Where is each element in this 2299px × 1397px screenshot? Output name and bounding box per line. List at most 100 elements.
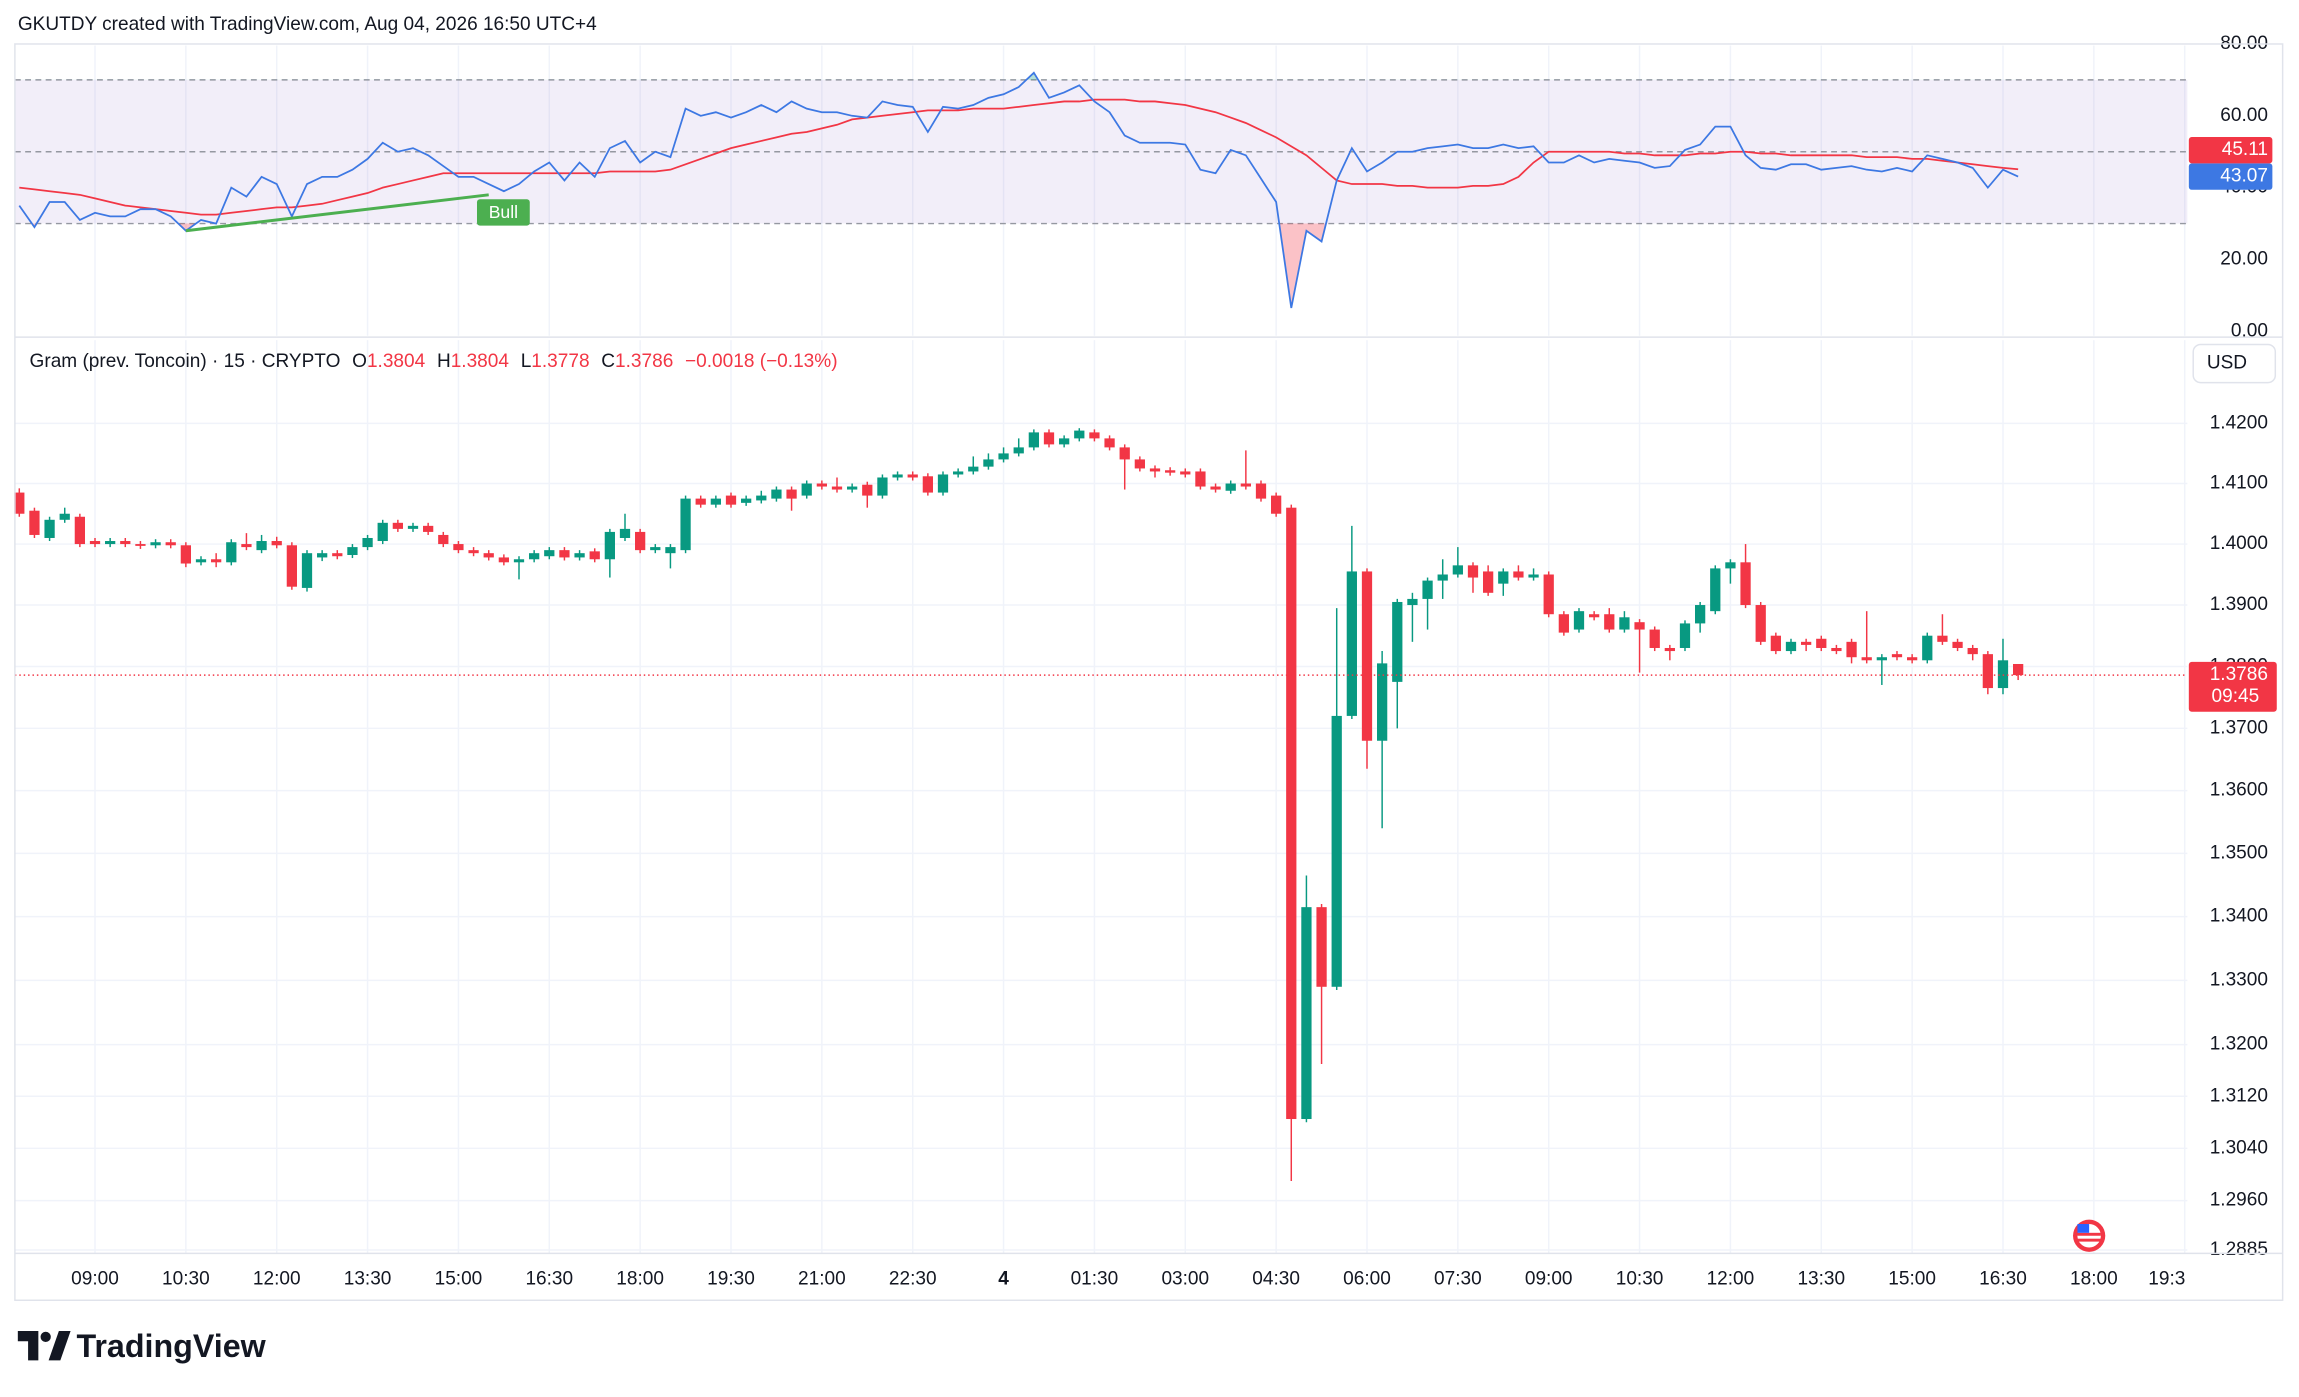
x-tick-label: 19:3 <box>2148 1269 2185 1290</box>
candle-body <box>1528 574 1539 578</box>
candle-body <box>1225 483 1236 491</box>
candle-body <box>1664 647 1675 652</box>
candle-body <box>1513 571 1524 578</box>
legend-h-label: H <box>437 351 451 372</box>
grid-layer <box>14 45 2188 1254</box>
candle-body <box>1134 459 1145 469</box>
candle-body <box>937 474 949 493</box>
candle-body <box>1043 432 1055 445</box>
legend-h: 1.3804 <box>451 351 510 372</box>
last-price-badge <box>2188 661 2277 712</box>
candle-body <box>29 510 40 535</box>
y-tick-label: 1.3400 <box>2210 906 2268 927</box>
candle-body <box>423 525 434 532</box>
x-tick-label: 10:30 <box>1616 1269 1664 1290</box>
y-tick-label: 1.4000 <box>2210 533 2268 554</box>
x-tick-label: 15:00 <box>1888 1269 1936 1290</box>
candle-body <box>332 553 343 557</box>
candle-body <box>1861 657 1872 661</box>
candle-body <box>1679 623 1691 648</box>
x-tick-label: 03:00 <box>1161 1269 1209 1290</box>
candle-body <box>1240 483 1251 487</box>
candle-body <box>1392 601 1403 682</box>
candle-body <box>847 486 858 490</box>
y-tick-label: 1.3120 <box>2210 1085 2268 1106</box>
candle-body <box>1301 907 1312 1120</box>
divergence-line <box>185 193 489 233</box>
candle-body <box>165 542 176 546</box>
candle-body <box>529 553 540 560</box>
flag-icon <box>2073 1219 2106 1252</box>
candle-body <box>1210 486 1221 490</box>
rsi-value-label: 43.07 <box>2220 166 2268 187</box>
candle-body <box>1422 580 1433 599</box>
y-tick-label: 1.3300 <box>2210 969 2268 990</box>
candle-body <box>150 542 161 546</box>
y-tick-label: 1.3700 <box>2210 717 2268 738</box>
candle-body <box>241 544 252 548</box>
candle-body <box>877 477 888 496</box>
candle-body <box>1801 641 1812 645</box>
candle-body <box>1770 635 1781 652</box>
candle-body <box>1876 657 1887 661</box>
candle-body <box>135 544 146 546</box>
x-tick-label: 18:00 <box>616 1269 664 1290</box>
brand-logo <box>17 1331 71 1361</box>
candle-body <box>710 498 721 505</box>
brand: TradingView <box>76 1328 266 1364</box>
currency: USD <box>2207 353 2247 374</box>
candle-body <box>922 476 933 493</box>
rsi-ma-line <box>19 98 2019 216</box>
candle-body <box>786 489 797 499</box>
candle-body <box>1013 447 1024 454</box>
divergence-label: Bull <box>489 202 518 222</box>
candle-body <box>1543 574 1554 615</box>
candle-body <box>392 522 403 529</box>
legend-c-label: C <box>601 351 615 372</box>
candle-body <box>1271 495 1282 514</box>
candle-body <box>907 474 918 478</box>
y-tick-label: 1.3500 <box>2210 842 2268 863</box>
candle-body <box>544 550 555 557</box>
x-tick-label: 09:00 <box>71 1269 119 1290</box>
candle-body <box>801 483 812 496</box>
candle-body <box>1831 647 1842 652</box>
candle-body <box>1452 565 1463 575</box>
candle-body <box>968 466 979 472</box>
y-tick-label: 1.4100 <box>2210 473 2268 494</box>
legend-o-label: O <box>352 351 367 372</box>
candle-body <box>1074 430 1085 439</box>
candle-body <box>1316 907 1327 987</box>
countdown: 09:45 <box>2212 686 2260 707</box>
candle-body <box>1059 438 1070 445</box>
x-tick-label: 19:30 <box>707 1269 755 1290</box>
candle-body <box>211 559 222 563</box>
candle-body <box>1331 715 1342 987</box>
candle-body <box>1498 571 1509 584</box>
candle-body <box>498 557 509 563</box>
candle-body <box>756 495 767 501</box>
x-tick-label: 12:00 <box>1707 1269 1755 1290</box>
candle-body <box>831 486 843 490</box>
rsi-value-badge <box>2188 163 2273 190</box>
legend-change: −0.0018 (−0.13%) <box>685 351 838 372</box>
x-tick-label: 4 <box>998 1269 1009 1290</box>
candle-body <box>377 522 388 542</box>
candle-body <box>680 498 691 551</box>
candle-body <box>635 531 646 551</box>
x-tick-label: 22:30 <box>889 1269 937 1290</box>
candle-body <box>453 544 464 551</box>
candle-body <box>468 550 479 554</box>
candle-body <box>559 550 570 558</box>
currency-box[interactable] <box>2192 343 2277 384</box>
y-tick-label: 1.3600 <box>2210 780 2268 801</box>
candle-body <box>1286 507 1297 1120</box>
candle-body <box>407 525 419 529</box>
x-tick-label: 16:30 <box>1979 1269 2027 1290</box>
candle-body <box>347 547 358 556</box>
candle-body <box>1725 562 1736 569</box>
last-price-label: 1.3786 <box>2210 664 2268 685</box>
y-tick-label: 1.4200 <box>2210 412 2268 433</box>
x-tick-label: 04:30 <box>1252 1269 1300 1290</box>
candle-body <box>1165 470 1176 473</box>
